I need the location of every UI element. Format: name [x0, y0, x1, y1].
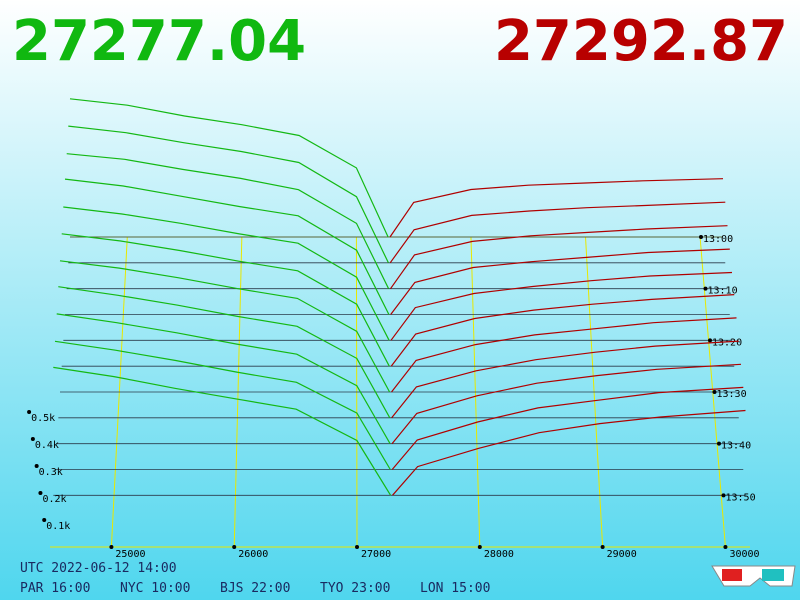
ask-curve	[390, 225, 728, 290]
time-tick-label: 13:30	[717, 389, 747, 400]
depth-tick-label: 0.2k	[42, 494, 66, 505]
tick-dot	[27, 410, 32, 414]
depth-tick-label: 0.3k	[39, 467, 63, 478]
city-time: BJS 22:00	[220, 581, 290, 596]
bid-curve	[54, 340, 391, 470]
depth-tick-label: 0.4k	[35, 440, 59, 451]
city-time: NYC 10:00	[120, 581, 190, 596]
x-tick-label: 28000	[484, 549, 514, 560]
tick-dot	[708, 338, 712, 343]
city-time: PAR 16:00	[20, 581, 90, 596]
ask-curve	[390, 294, 735, 367]
ask-curve	[391, 363, 742, 445]
tick-dot	[30, 437, 35, 441]
city-time: LON 15:00	[420, 581, 490, 596]
bid-curve	[68, 125, 389, 264]
time-tick-label: 13:50	[726, 492, 756, 503]
bid-curve	[58, 286, 391, 419]
tick-dot	[712, 390, 717, 394]
depth-tick-label: 0.1k	[46, 521, 70, 532]
ask-curve	[389, 178, 724, 238]
tick-dot	[723, 545, 728, 549]
tick-dot	[477, 545, 482, 549]
ask-curve	[392, 409, 746, 496]
depth-tick-label: 0.5k	[31, 413, 55, 424]
tick-dot	[34, 464, 39, 468]
time-tick-label: 13:40	[721, 441, 751, 452]
city-time: TYO 23:00	[320, 581, 390, 596]
time-tick-label: 13:00	[703, 234, 733, 245]
tick-dot	[109, 545, 114, 549]
ask-price: 27292.87	[494, 9, 788, 74]
ask-curve	[391, 386, 744, 470]
x-tick-label: 30000	[729, 549, 759, 560]
bid-curve	[59, 260, 391, 393]
ask-curve	[390, 271, 733, 341]
bid-curve	[66, 153, 390, 289]
bid-price: 27277.04	[12, 9, 306, 74]
tick-dot	[232, 545, 237, 549]
utc-time: UTC 2022-06-12 14:00	[20, 561, 177, 576]
ask-curve	[391, 340, 739, 419]
bid-curve	[53, 366, 392, 496]
tick-dot	[42, 518, 47, 522]
tick-dot	[38, 491, 43, 495]
tick-dot	[699, 235, 703, 239]
tick-dot	[721, 493, 726, 498]
tick-dot	[703, 286, 708, 291]
tick-dot	[355, 545, 360, 549]
bid-curve	[64, 178, 390, 315]
x-tick-label: 27000	[361, 549, 391, 560]
x-tick-label: 26000	[238, 549, 268, 560]
bid-curve	[61, 233, 390, 367]
bid-curve	[63, 206, 390, 341]
bid-curve	[69, 98, 389, 238]
x-tick-label: 29000	[607, 549, 637, 560]
glasses-icon	[711, 565, 796, 587]
ask-curve	[391, 317, 737, 393]
tick-dot	[600, 545, 605, 549]
x-tick-label: 25000	[115, 549, 145, 560]
ask-curve	[390, 248, 730, 315]
time-tick-label: 13:10	[708, 286, 738, 297]
time-tick-label: 13:20	[712, 337, 742, 348]
tick-dot	[717, 441, 721, 446]
plot: 25000 26000 27000 28000 29000 30000 13:00 13:10…	[27, 98, 760, 560]
ask-curve	[389, 201, 726, 264]
bid-curve	[56, 313, 391, 444]
